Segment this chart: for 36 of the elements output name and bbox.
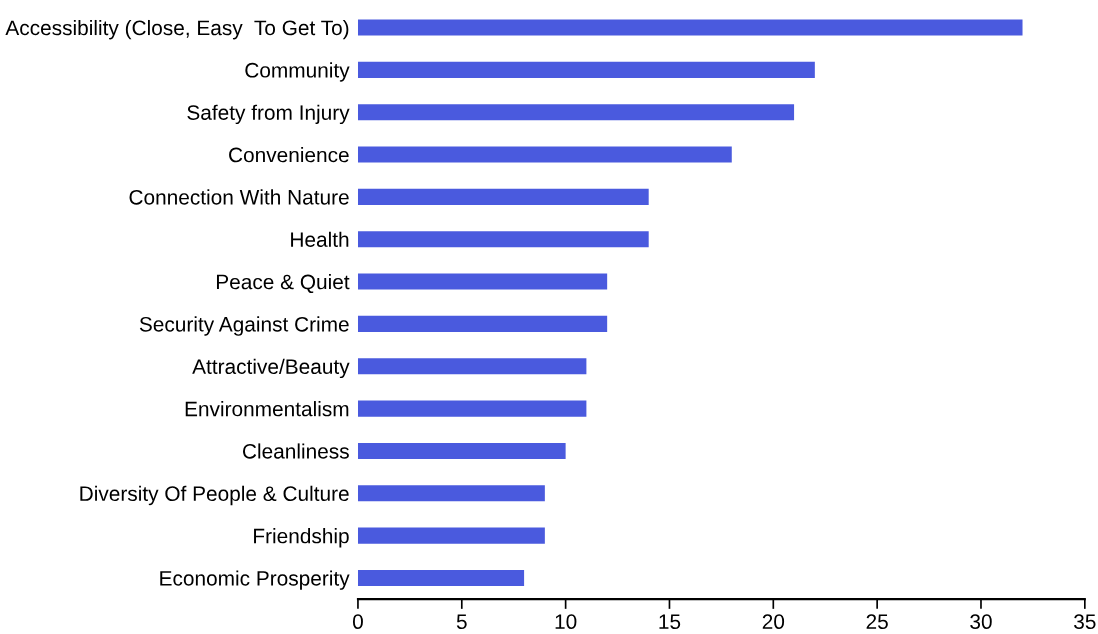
x-tick-label: 15 — [659, 614, 681, 630]
bar — [357, 146, 732, 163]
bar — [357, 358, 587, 375]
y-tick-label: Community — [245, 62, 350, 82]
y-tick-label: Security Against Crime — [139, 316, 349, 336]
bar — [357, 61, 815, 78]
bar — [357, 19, 1023, 36]
y-tick-label: Safety from Injury — [187, 104, 350, 125]
bar — [357, 315, 608, 332]
y-tick-label: Convenience — [229, 146, 349, 163]
y-tick-label: Economic Prosperity — [160, 570, 350, 590]
y-tick-label: Diversity Of People & Culture — [80, 485, 349, 506]
bar — [357, 104, 795, 121]
x-tick-label: 35 — [1074, 614, 1096, 630]
bar — [357, 485, 545, 502]
bar — [357, 231, 649, 248]
y-tick-label: Environmentalism — [185, 401, 349, 417]
bar — [357, 527, 545, 544]
x-tick-label: 5 — [456, 614, 467, 630]
x-tick-label: 10 — [555, 614, 577, 630]
x-tick-label: 0 — [352, 614, 363, 630]
bar — [357, 273, 608, 290]
y-tick-label: Peace & Quiet — [216, 274, 350, 294]
y-tick-label: Health — [291, 231, 349, 247]
x-tick-label: 25 — [866, 614, 888, 630]
y-tick-label: Friendship — [254, 528, 349, 548]
bar — [357, 442, 566, 459]
bar — [357, 188, 649, 205]
bar — [357, 569, 525, 586]
x-tick-label: 30 — [970, 614, 992, 630]
x-tick-label: 20 — [762, 614, 785, 630]
bar — [357, 400, 587, 417]
y-tick-label: Accessibility (Close, Easy To Get To) — [5, 19, 349, 40]
y-tick-label: Attractive/Beauty — [192, 358, 350, 379]
y-tick-label: Cleanliness — [242, 443, 349, 459]
y-tick-label: Connection With Nature — [129, 189, 349, 205]
